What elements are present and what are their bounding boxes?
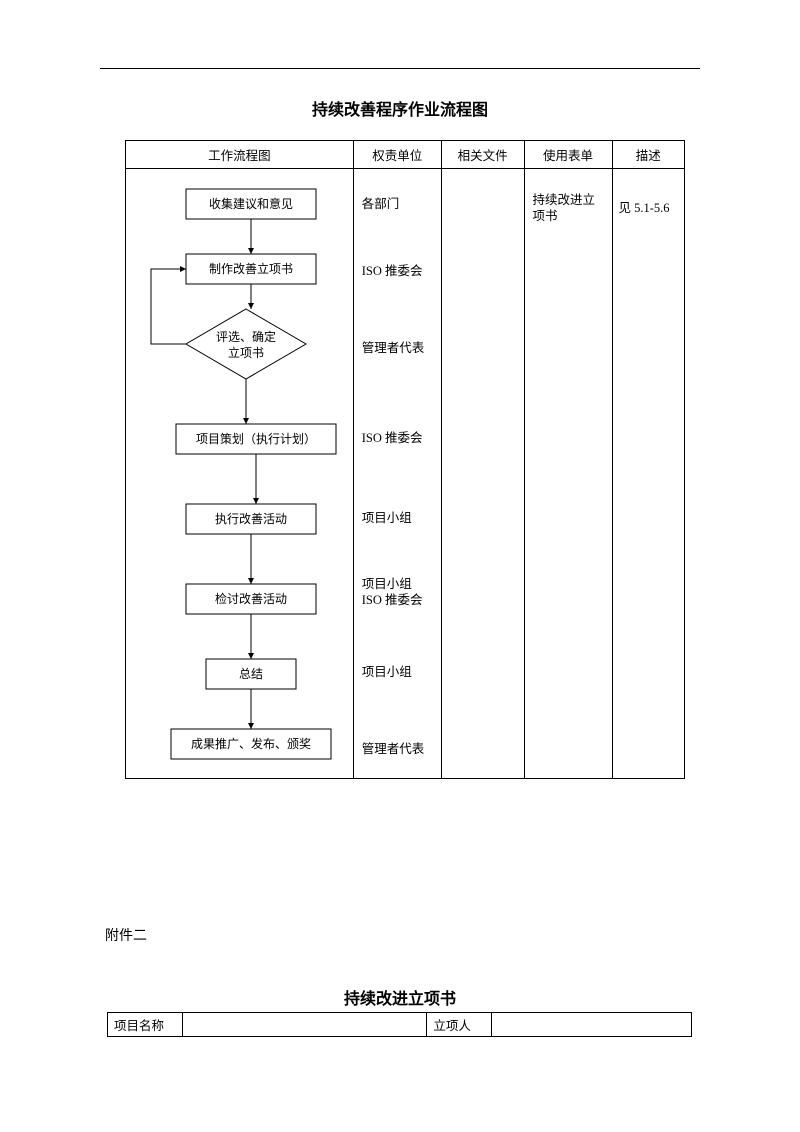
unit-text: 项目小组	[362, 665, 412, 681]
form-value-project-name	[182, 1013, 427, 1037]
svg-text:收集建议和意见: 收集建议和意见	[209, 196, 293, 211]
form-label-proposer: 立项人	[427, 1013, 492, 1037]
form-text: 项书	[533, 209, 558, 225]
flowchart-cell: 收集建议和意见制作改善立项书评选、确定立项书项目策划（执行计划） 执行改善活动检讨…	[126, 169, 354, 779]
unit-text: 管理者代表	[362, 341, 425, 357]
col-header-flow: 工作流程图	[126, 141, 354, 169]
col-header-form: 使用表单	[524, 141, 612, 169]
form-label-project-name: 项目名称	[108, 1013, 183, 1037]
unit-text: ISO 推委会	[362, 264, 423, 280]
svg-text:总结: 总结	[239, 667, 263, 681]
table-body-row: 收集建议和意见制作改善立项书评选、确定立项书项目策划（执行计划） 执行改善活动检讨…	[126, 169, 685, 779]
unit-text: 管理者代表	[362, 742, 425, 758]
svg-text:执行改善活动: 执行改善活动	[215, 511, 287, 526]
svg-text:成果推广、发布、颁奖: 成果推广、发布、颁奖	[191, 736, 311, 751]
proposal-form-table: 项目名称 立项人	[107, 1012, 692, 1037]
form-cell: 持续改进立项书	[524, 169, 612, 779]
form-title: 持续改进立项书	[0, 985, 800, 1009]
unit-text: 项目小组	[362, 511, 412, 527]
main-title: 持续改善程序作业流程图	[0, 96, 800, 120]
unit-cell: 各部门ISO 推委会管理者代表ISO 推委会项目小组项目小组ISO 推委会项目小…	[353, 169, 441, 779]
unit-text: ISO 推委会	[362, 593, 423, 609]
appendix-label: 附件二	[105, 925, 147, 945]
header-rule	[100, 68, 700, 69]
svg-text:检讨改善活动: 检讨改善活动	[215, 591, 287, 606]
desc-text: 见 5.1-5.6	[619, 197, 670, 216]
doc-cell	[441, 169, 524, 779]
svg-text:项目策划（执行计划）: 项目策划（执行计划）	[196, 432, 316, 446]
document-page: 持续改善程序作业流程图 工作流程图 权责单位 相关文件 使用表单 描述 收集建议…	[0, 0, 800, 1132]
col-header-unit: 权责单位	[353, 141, 441, 169]
svg-text:立项书: 立项书	[228, 345, 264, 360]
col-header-desc: 描述	[612, 141, 684, 169]
svg-text:制作改善立项书: 制作改善立项书	[209, 261, 293, 276]
flowchart-svg: 收集建议和意见制作改善立项书评选、确定立项书项目策划（执行计划） 执行改善活动检讨…	[126, 169, 346, 779]
process-table: 工作流程图 权责单位 相关文件 使用表单 描述 收集建议和意见制作改善立项书评选…	[125, 140, 685, 779]
col-header-doc: 相关文件	[441, 141, 524, 169]
form-text: 持续改进立	[533, 193, 596, 209]
unit-text: 各部门	[362, 197, 400, 213]
unit-text: ISO 推委会	[362, 431, 423, 447]
desc-cell: 见 5.1-5.6	[612, 169, 684, 779]
form-row: 项目名称 立项人	[108, 1013, 692, 1037]
unit-text: 项目小组	[362, 577, 412, 593]
table-header-row: 工作流程图 权责单位 相关文件 使用表单 描述	[126, 141, 685, 169]
svg-text:评选、确定: 评选、确定	[216, 329, 276, 344]
form-value-proposer	[492, 1013, 692, 1037]
